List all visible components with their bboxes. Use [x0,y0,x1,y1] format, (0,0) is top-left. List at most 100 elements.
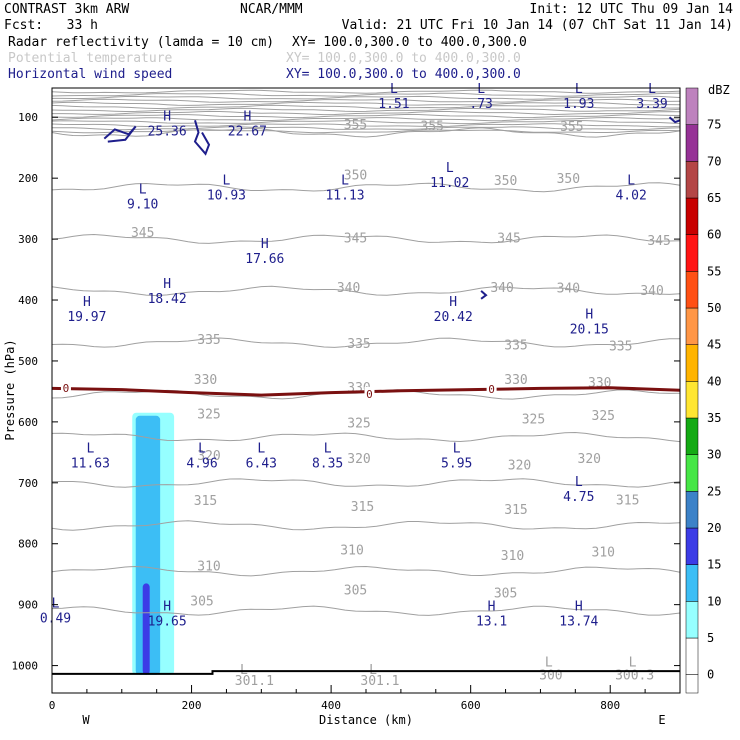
colorbar-swatch [685,234,699,272]
x-tick-label: 400 [321,699,341,712]
west-label: W [82,713,90,727]
colorbar-swatch [685,87,699,125]
colorbar-level-label: 40 [707,374,721,388]
header: CONTRAST 3km ARW NCAR/MMM Init: 12 UTC T… [4,2,733,33]
y-tick-label: 900 [18,599,38,612]
y-tick-label: 500 [18,355,38,368]
theta-label: 300.3 [615,668,654,683]
wind-extremum-value: 13.1 [476,615,507,630]
theta-label: 345 [497,231,520,246]
wind-contour [480,290,488,300]
legend-xy-theta: XY= 100.0,300.0 to 400.0,300.0 [286,51,521,66]
colorbar-swatch [685,564,699,602]
theta-contour-upper [51,119,681,125]
colorbar-level-label: 30 [707,448,721,462]
wind-extremum-marker: L [86,441,94,456]
wind-extremum-marker: L [575,82,583,97]
theta-label: 325 [522,412,545,427]
colorbar-level-label: 65 [707,191,721,205]
reflectivity-core-15dbz [142,583,150,675]
theta-label: 345 [647,234,670,249]
wind-extremum-marker: H [575,600,583,615]
theta-label: 320 [347,452,370,467]
colorbar-swatch [685,307,699,345]
theta-contour-upper [51,89,681,94]
wind-extremum-value: 1.51 [378,97,409,112]
y-tick-label: 300 [18,233,38,246]
theta-label: 330 [504,373,527,388]
theta-label: 301.1 [235,674,274,689]
wind-extremum-marker: L [257,441,265,456]
y-tick-label: 700 [18,477,38,490]
wind-extremum-marker: L [453,441,461,456]
theta-contour-upper [52,95,681,100]
colorbar-swatch [685,601,699,639]
theta-label: 315 [616,493,639,508]
wind-extremum-value: 4.75 [563,490,594,505]
theta-label: 340 [490,281,513,296]
theta-label: 345 [131,226,154,241]
x-tick-label: 0 [49,699,56,712]
x-tick-label: 600 [461,699,481,712]
zero-label: 0 [366,388,373,401]
theta-label: 305 [190,595,213,610]
theta-contour-335 [51,337,681,348]
wind-extremum-value: 11.13 [325,188,364,203]
theta-label: 350 [557,172,580,187]
colorbar-level-label: 75 [707,118,721,132]
colorbar-swatch [685,344,699,382]
wind-extremum-marker: H [488,600,496,615]
theta-contour-325 [51,431,681,443]
zero-label-bg [486,381,497,395]
wind-extremum-marker: L [648,82,656,97]
wind-contour [193,120,211,156]
wind-extremum-marker: L [341,173,349,188]
theta-label: 340 [640,284,663,299]
ground-surface [52,670,680,675]
colorbar-swatch [685,491,699,529]
theta-label: 350 [344,169,367,184]
theta-label: 320 [578,452,601,467]
wind-extremum-marker: L [324,441,332,456]
y-tick-label: 200 [18,172,38,185]
theta-contour-345 [51,233,681,244]
colorbar-unit: dBZ [708,83,730,97]
legend-xy-reflectivity: XY= 100.0,300.0 to 400.0,300.0 [292,35,527,50]
colorbar-level-label: 50 [707,301,721,315]
wind-extremum-value: 19.65 [148,615,187,630]
colorbar-level-label: 20 [707,521,721,535]
colorbar-level-label: 15 [707,558,721,572]
theta-contour-315 [51,520,681,531]
wind-extremum-marker: H [163,109,171,124]
theta-label: 300 [539,668,562,683]
theta-label: 305 [494,587,517,602]
colorbar-level-label: 70 [707,154,721,168]
colorbar-level-label: 35 [707,411,721,425]
wind-extremum-marker: H [261,237,269,252]
theta-label: 335 [609,339,632,354]
theta-label: 325 [197,408,220,423]
colorbar-swatch [685,271,699,309]
theta-contour-upper [51,107,681,113]
wind-extremum-value: 11.63 [71,456,110,471]
colorbar-swatch [685,637,699,675]
colorbar-swatch [685,381,699,419]
wind-extremum-value: 13.74 [559,615,598,630]
wind-extremum-value: 22.67 [228,124,267,139]
colorbar-level-label: 25 [707,484,721,498]
wind-extremum-value: 10.93 [207,188,246,203]
y-axis-label: Pressure (hPa) [3,339,17,440]
legend-field-wind: Horizontal wind speed [8,67,172,82]
theta-label: 310 [592,545,615,560]
zero-dbz-contour: 0 0 0 [51,380,681,401]
theta-label: 355 [560,120,583,135]
x-axis: 0 200 400 600 800 [49,685,681,712]
theta-label: 310 [197,559,220,574]
wind-contour [103,125,137,143]
wind-extremum-value: 6.43 [246,456,277,471]
wind-extremum-marker: L [446,161,454,176]
wind-extremum-value: 1.93 [563,97,594,112]
valid-time: Valid: 21 UTC Fri 10 Jan 14 (07 ChT Sat … [342,18,733,33]
colorbar-swatch [685,197,699,235]
